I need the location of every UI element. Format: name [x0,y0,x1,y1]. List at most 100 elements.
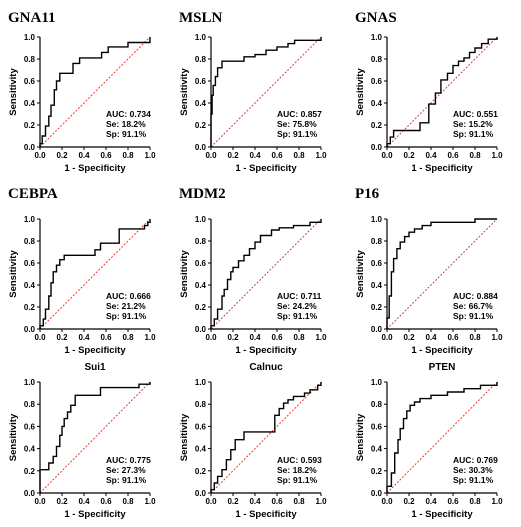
y-tick-label: 0.4 [195,99,207,108]
y-axis-label: Sensitivity [355,413,366,461]
roc-panel: Sui1 0.00.0 0.2 0.2 0.4 0.4 0.6 0.6 0.8 0.8 1.0 1.0… [8,362,156,520]
y-tick-label: 0.6 [195,77,207,86]
y-tick-label: 0.6 [24,259,36,268]
x-axis-label: 1 - Specificity [411,509,473,520]
x-tick-label: 1.0 [491,497,503,506]
roc-panel: Calnuc 0.00.0 0.2 0.2 0.4 0.4 0.6 0.6 0.8 0.8 1.0 1… [179,362,327,520]
panel-title: Sui1 [84,362,106,373]
y-tick-label: 0.4 [24,445,36,454]
reference-diagonal [39,36,151,148]
auc-label: AUC: 0.769 [453,455,498,465]
x-tick-label: 0.0 [34,497,46,506]
auc-label: AUC: 0.711 [277,291,322,301]
x-tick-label: 0.4 [425,151,437,160]
y-tick-label: 0.8 [371,400,383,409]
x-tick-label: 0.0 [381,497,393,506]
x-tick-label: 0.2 [227,497,239,506]
x-tick-label: 0.8 [469,333,481,342]
x-tick-label: 0.6 [100,333,112,342]
x-tick-label: 0.6 [271,333,283,342]
y-tick-label: 0.4 [195,281,207,290]
y-tick-label: 0.0 [195,143,207,152]
roc-curve [386,218,497,329]
y-tick-label: 0.0 [24,143,36,152]
y-tick-label: 0.2 [195,467,207,476]
roc-curve [210,382,322,493]
sp-label: Sp: 91.1% [277,475,318,485]
auc-label: AUC: 0.775 [106,455,151,465]
x-tick-label: 0.4 [249,497,261,506]
reference-diagonal [210,218,322,330]
x-tick-label: 0.0 [34,333,46,342]
roc-panel: PTEN 0.00.0 0.2 0.2 0.4 0.4 0.6 0.6 0.8 0.8 1.0 1.0… [355,362,503,520]
auc-label: AUC: 0.551 [453,109,498,119]
x-tick-label: 1.0 [144,333,156,342]
y-axis-label: Sensitivity [179,413,190,461]
x-tick-label: 0.6 [271,497,283,506]
y-tick-label: 0.0 [195,325,207,334]
x-tick-label: 0.2 [403,497,415,506]
panel-title: MSLN [179,10,223,26]
panel-title: Calnuc [249,362,283,373]
x-tick-label: 0.0 [205,333,217,342]
y-tick-label: 0.4 [24,281,36,290]
y-tick-label: 0.4 [24,99,36,108]
roc-curve [386,382,498,493]
panel-title: PTEN [429,362,456,373]
y-tick-label: 0.2 [371,121,383,130]
x-tick-label: 0.4 [78,333,90,342]
x-tick-label: 0.8 [293,497,305,506]
x-tick-label: 1.0 [144,497,156,506]
x-tick-label: 0.4 [78,497,90,506]
y-tick-label: 0.6 [195,422,207,431]
x-tick-label: 0.0 [381,333,393,342]
sp-label: Sp: 91.1% [106,475,147,485]
x-tick-label: 0.8 [122,151,134,160]
y-tick-label: 0.6 [24,422,36,431]
y-tick-label: 0.6 [371,422,383,431]
y-tick-label: 0.2 [24,467,36,476]
sp-label: Sp: 91.1% [106,129,147,139]
y-tick-label: 0.0 [371,143,383,152]
y-tick-label: 0.4 [371,445,383,454]
y-tick-label: 0.8 [24,400,36,409]
x-tick-label: 0.6 [100,497,112,506]
x-tick-label: 0.0 [381,151,393,160]
panel-title: P16 [355,186,380,202]
panel-title: MDM2 [179,186,226,202]
y-tick-label: 0.4 [371,99,383,108]
reference-diagonal [39,218,151,330]
x-tick-label: 1.0 [315,151,327,160]
x-tick-label: 1.0 [315,497,327,506]
x-tick-label: 0.8 [293,151,305,160]
x-axis-label: 1 - Specificity [64,345,126,356]
x-axis-label: 1 - Specificity [64,163,126,174]
x-tick-label: 0.2 [403,333,415,342]
auc-label: AUC: 0.857 [277,109,322,119]
x-tick-label: 0.2 [56,151,68,160]
y-tick-label: 1.0 [24,215,36,224]
y-tick-label: 0.8 [195,400,207,409]
reference-diagonal [39,381,151,494]
reference-diagonal [386,218,498,330]
auc-label: AUC: 0.884 [453,291,498,301]
x-tick-label: 0.2 [56,497,68,506]
x-tick-label: 0.4 [249,333,261,342]
x-tick-label: 0.2 [56,333,68,342]
auc-label: AUC: 0.666 [106,291,151,301]
x-tick-label: 1.0 [491,151,503,160]
auc-label: AUC: 0.734 [106,109,151,119]
y-tick-label: 0.2 [195,121,207,130]
roc-panel: CEBPA 0.00.0 0.2 0.2 0.4 0.4 0.6 0.6 0.8 0.8 1.0 1.… [8,186,156,356]
sp-label: Sp: 91.1% [106,311,147,321]
se-label: Se: 75.8% [277,119,317,129]
y-tick-label: 0.0 [371,325,383,334]
y-tick-label: 0.0 [195,489,207,498]
y-axis-label: Sensitivity [355,250,366,298]
x-tick-label: 1.0 [144,151,156,160]
y-tick-label: 1.0 [371,378,383,387]
y-axis-label: Sensitivity [179,68,190,116]
y-tick-label: 0.4 [371,281,383,290]
y-tick-label: 0.6 [195,259,207,268]
